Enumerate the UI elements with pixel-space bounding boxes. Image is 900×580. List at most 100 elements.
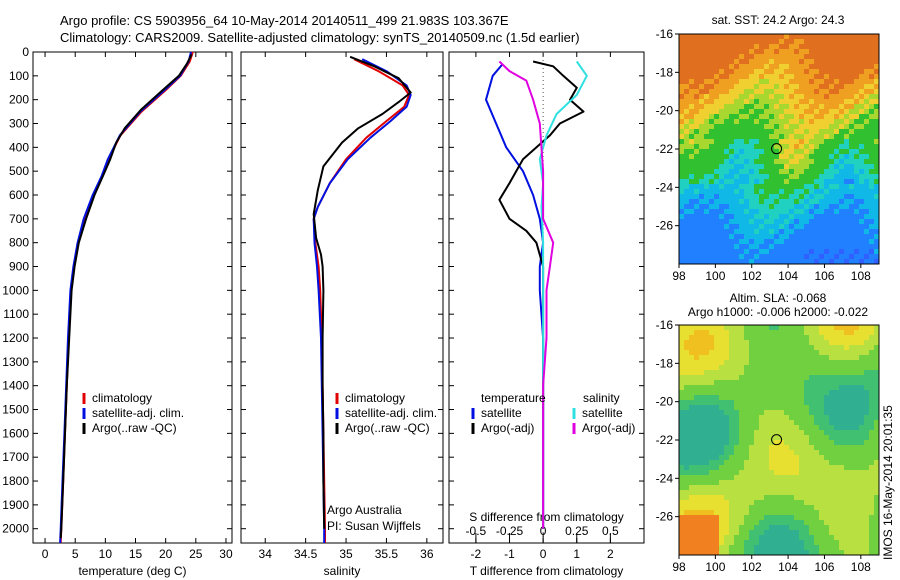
sst-cell bbox=[799, 204, 804, 209]
sla-cell bbox=[679, 435, 684, 440]
sla-cell bbox=[834, 485, 839, 490]
difference-legend-1-label: Argo(-adj) bbox=[481, 421, 534, 435]
sla-cell bbox=[779, 335, 784, 340]
sst-cell bbox=[754, 99, 759, 104]
sst-cell bbox=[699, 84, 704, 89]
sst-cell bbox=[704, 169, 709, 174]
sla-cell bbox=[799, 375, 804, 380]
sst-cell bbox=[694, 239, 699, 244]
sla-cell bbox=[794, 455, 799, 460]
sla-cell bbox=[794, 425, 799, 430]
sla-cell bbox=[844, 485, 849, 490]
sst-cell bbox=[684, 159, 689, 164]
sst-cell bbox=[819, 89, 824, 94]
sst-cell bbox=[724, 94, 729, 99]
sst-cell bbox=[779, 129, 784, 134]
sst-cell bbox=[759, 44, 764, 49]
sst-cell bbox=[729, 104, 734, 109]
sla-cell bbox=[854, 460, 859, 465]
sla-cell bbox=[759, 415, 764, 420]
sst-cell bbox=[799, 64, 804, 69]
sst-cell bbox=[734, 49, 739, 54]
sla-cell bbox=[859, 350, 864, 355]
sla-cell bbox=[784, 355, 789, 360]
sla-cell bbox=[734, 365, 739, 370]
sla-cell bbox=[809, 430, 814, 435]
sla-cell bbox=[709, 355, 714, 360]
depth-ytick-label-4: 400 bbox=[9, 140, 29, 154]
sst-cell bbox=[754, 169, 759, 174]
sla-cell bbox=[704, 330, 709, 335]
sla-cell bbox=[779, 375, 784, 380]
sla-cell bbox=[684, 490, 689, 495]
sla-cell bbox=[779, 550, 784, 555]
sst-cell bbox=[689, 204, 694, 209]
sla-cell bbox=[799, 365, 804, 370]
sst-cell bbox=[764, 74, 769, 79]
sla-cell bbox=[829, 480, 834, 485]
sst-cell bbox=[854, 144, 859, 149]
sla-cell bbox=[804, 400, 809, 405]
sla-cell bbox=[734, 460, 739, 465]
sla-cell bbox=[869, 450, 874, 455]
sst-cell bbox=[709, 254, 714, 259]
sla-cell bbox=[849, 450, 854, 455]
sst-cell bbox=[739, 64, 744, 69]
sla-cell bbox=[724, 485, 729, 490]
sst-cell bbox=[694, 219, 699, 224]
sla-cell bbox=[684, 350, 689, 355]
sla-cell bbox=[779, 485, 784, 490]
sst-cell bbox=[739, 259, 744, 264]
sla-cell bbox=[784, 330, 789, 335]
sla-cell bbox=[759, 520, 764, 525]
sst-cell bbox=[804, 74, 809, 79]
sst-cell bbox=[844, 244, 849, 249]
sla-cell bbox=[814, 460, 819, 465]
sla-cell bbox=[849, 445, 854, 450]
sst-cell bbox=[699, 139, 704, 144]
sst-cell bbox=[844, 194, 849, 199]
sla-cell bbox=[864, 355, 869, 360]
sla-cell bbox=[699, 350, 704, 355]
sla-cell bbox=[739, 425, 744, 430]
sla-cell bbox=[809, 540, 814, 545]
sst-cell bbox=[799, 169, 804, 174]
sst-cell bbox=[834, 139, 839, 144]
sst-cell bbox=[804, 154, 809, 159]
sla-cell bbox=[859, 515, 864, 520]
sla-cell bbox=[774, 370, 779, 375]
sst-cell bbox=[739, 89, 744, 94]
sst-cell bbox=[749, 119, 754, 124]
sst-cell bbox=[689, 159, 694, 164]
sst-cell bbox=[729, 124, 734, 129]
sst-cell bbox=[819, 214, 824, 219]
sst-cell bbox=[824, 59, 829, 64]
sla-cell bbox=[724, 370, 729, 375]
sst-cell bbox=[749, 254, 754, 259]
sst-cell bbox=[684, 134, 689, 139]
sla-cell bbox=[704, 375, 709, 380]
sla-cell bbox=[719, 445, 724, 450]
sla-cell bbox=[874, 345, 879, 350]
sst-cell bbox=[774, 184, 779, 189]
sst-cell bbox=[814, 149, 819, 154]
sla-cell bbox=[824, 385, 829, 390]
sst-cell bbox=[844, 79, 849, 84]
sst-cell bbox=[874, 219, 879, 224]
sla-cell bbox=[719, 385, 724, 390]
sst-cell bbox=[809, 244, 814, 249]
sla-cell bbox=[799, 520, 804, 525]
sla-cell bbox=[699, 545, 704, 550]
sla-cell bbox=[749, 540, 754, 545]
sla-cell bbox=[854, 345, 859, 350]
sla-cell bbox=[764, 540, 769, 545]
sla-cell bbox=[684, 335, 689, 340]
sst-cell bbox=[869, 189, 874, 194]
sla-cell bbox=[719, 365, 724, 370]
sla-cell bbox=[769, 515, 774, 520]
sla-cell bbox=[869, 535, 874, 540]
sla-cell bbox=[714, 545, 719, 550]
sst-cell bbox=[794, 149, 799, 154]
sla-cell bbox=[779, 540, 784, 545]
sla-cell bbox=[834, 440, 839, 445]
